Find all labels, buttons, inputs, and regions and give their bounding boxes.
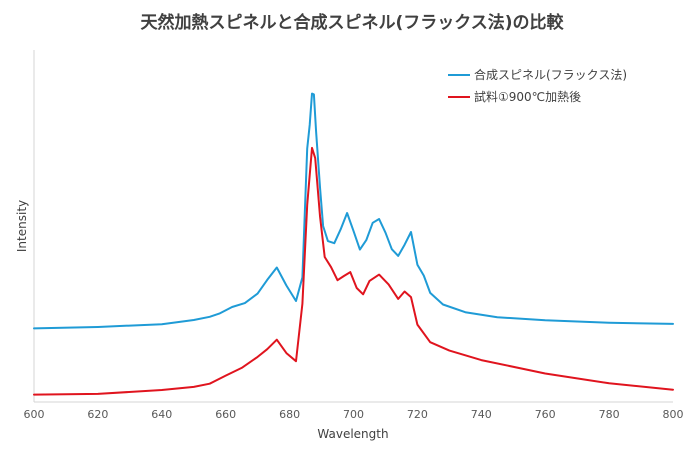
x-axis-ticks: 600 620 640 660 680 700 720 740 760 780 800 <box>24 408 684 421</box>
x-tick-label: 660 <box>215 408 236 421</box>
legend: 合成スピネル(フラックス法) 試料①900℃加熱後 <box>448 67 627 104</box>
y-axis-label: Intensity <box>15 200 29 252</box>
x-tick-label: 720 <box>407 408 428 421</box>
x-tick-label: 600 <box>24 408 45 421</box>
x-tick-label: 620 <box>87 408 108 421</box>
series-layer <box>33 92 674 396</box>
x-tick-label: 780 <box>599 408 620 421</box>
legend-label-2: 試料①900℃加熱後 <box>474 89 581 104</box>
series-line-2 <box>33 146 674 396</box>
x-tick-label: 680 <box>279 408 300 421</box>
series-line-1 <box>33 92 674 330</box>
x-tick-label: 740 <box>471 408 492 421</box>
x-tick-label: 800 <box>663 408 684 421</box>
x-axis-label: Wavelength <box>317 427 388 441</box>
x-tick-label: 700 <box>343 408 364 421</box>
chart-title: 天然加熱スピネルと合成スピネル(フラックス法)の比較 <box>140 12 564 33</box>
x-tick-label: 760 <box>535 408 556 421</box>
x-tick-label: 640 <box>151 408 172 421</box>
legend-label-1: 合成スピネル(フラックス法) <box>474 67 627 82</box>
